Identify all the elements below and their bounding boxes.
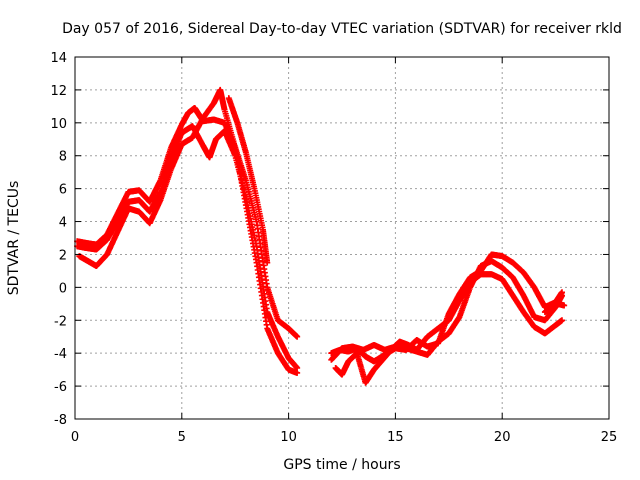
y-tick-label: -6 xyxy=(54,380,67,395)
y-tick-label: -8 xyxy=(54,413,67,428)
series-track-3 xyxy=(76,86,301,376)
x-axis-label: GPS time / hours xyxy=(283,457,400,473)
data-point-marker xyxy=(559,317,566,324)
x-tick-label: 15 xyxy=(387,430,404,445)
series-track-5 xyxy=(328,258,566,363)
series-track-8 xyxy=(541,300,568,316)
y-tick-label: 0 xyxy=(59,281,67,296)
data-point-marker xyxy=(561,302,568,309)
y-tick-label: 6 xyxy=(59,183,67,198)
y-tick-label: 12 xyxy=(50,84,67,99)
y-tick-label: 10 xyxy=(50,117,67,132)
y-axis-label: SDTVAR / TECUs xyxy=(6,181,22,296)
plot-area-frame xyxy=(74,56,610,420)
data-point-marker xyxy=(294,369,301,376)
axis-ticks: 0 5 10 15 20 25 -8 -6 -4 -2 0 2 4 6 8 10 12 14 xyxy=(50,51,617,445)
y-tick-label: -2 xyxy=(54,314,67,329)
x-tick-label: 5 xyxy=(178,430,186,445)
data-point-marker xyxy=(264,259,271,266)
x-tick-label: 0 xyxy=(71,430,79,445)
series-track-7 xyxy=(328,251,566,365)
grid xyxy=(75,57,609,419)
y-tick-label: 2 xyxy=(59,248,67,263)
x-tick-label: 20 xyxy=(494,430,511,445)
data-marks xyxy=(74,86,568,386)
y-tick-label: 8 xyxy=(59,150,67,165)
chart-title: Day 057 of 2016, Sidereal Day-to-day VTE… xyxy=(62,21,622,37)
x-tick-label: 10 xyxy=(280,430,297,445)
y-tick-label: -4 xyxy=(54,347,67,362)
series-track-4 xyxy=(225,95,271,266)
x-tick-label: 25 xyxy=(601,430,618,445)
data-point-marker xyxy=(559,289,566,296)
data-point-marker xyxy=(294,333,301,340)
y-tick-label: 4 xyxy=(59,216,67,231)
y-tick-label: 14 xyxy=(50,51,67,66)
